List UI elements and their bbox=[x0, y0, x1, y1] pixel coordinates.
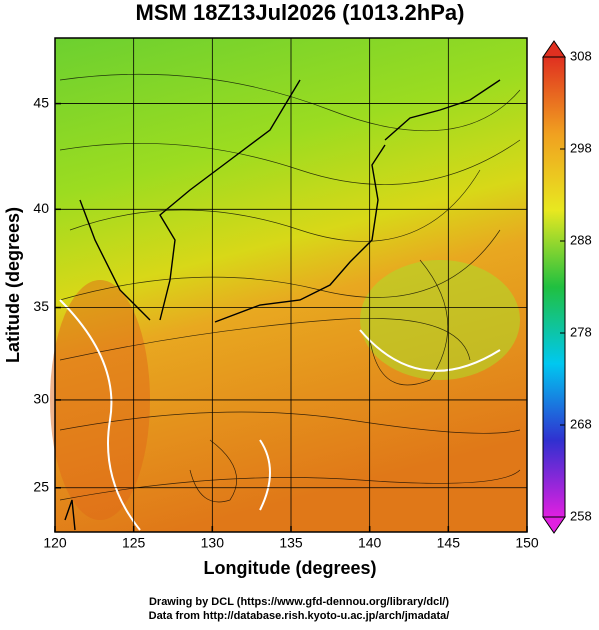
chart-title: MSM 18Z13Jul2026 (1013.2hPa) bbox=[136, 0, 465, 25]
x-tick-label: 150 bbox=[515, 535, 539, 551]
y-tick-label: 30 bbox=[33, 391, 49, 407]
plot-area bbox=[50, 37, 528, 533]
colorbar-tick-label: 258 bbox=[570, 508, 592, 523]
contours bbox=[59, 299, 501, 531]
footer-line: Drawing by DCL (https://www.gfd-dennou.o… bbox=[149, 596, 449, 608]
coastline bbox=[64, 79, 501, 531]
x-tick-label: 120 bbox=[43, 535, 67, 551]
y-tick-label: 25 bbox=[33, 478, 49, 494]
field-patch bbox=[360, 260, 520, 380]
colorbar-tick-label: 268 bbox=[570, 416, 592, 431]
colorbar bbox=[542, 56, 566, 518]
colorbar-extend-bottom bbox=[542, 516, 566, 534]
x-tick-label: 135 bbox=[279, 535, 303, 551]
y-tick-label: 45 bbox=[33, 94, 49, 110]
x-axis-label: Longitude (degrees) bbox=[203, 558, 376, 578]
y-tick-label: 40 bbox=[33, 200, 49, 216]
x-tick-label: 140 bbox=[358, 535, 382, 551]
colorbar-tick-label: 308 bbox=[570, 48, 592, 63]
footer-line: Data from http://database.rish.kyoto-u.a… bbox=[149, 610, 450, 622]
colorbar-tick-label: 278 bbox=[570, 324, 592, 339]
colorbar-tick-label: 298 bbox=[570, 140, 592, 155]
colorbar-extend-top bbox=[542, 40, 566, 58]
x-tick-label: 130 bbox=[201, 535, 225, 551]
y-tick-label: 35 bbox=[33, 298, 49, 314]
colorbar-tick-label: 288 bbox=[570, 232, 592, 247]
y-axis-label: Latitude (degrees) bbox=[3, 207, 23, 363]
x-tick-label: 125 bbox=[122, 535, 146, 551]
x-tick-label: 145 bbox=[437, 535, 461, 551]
